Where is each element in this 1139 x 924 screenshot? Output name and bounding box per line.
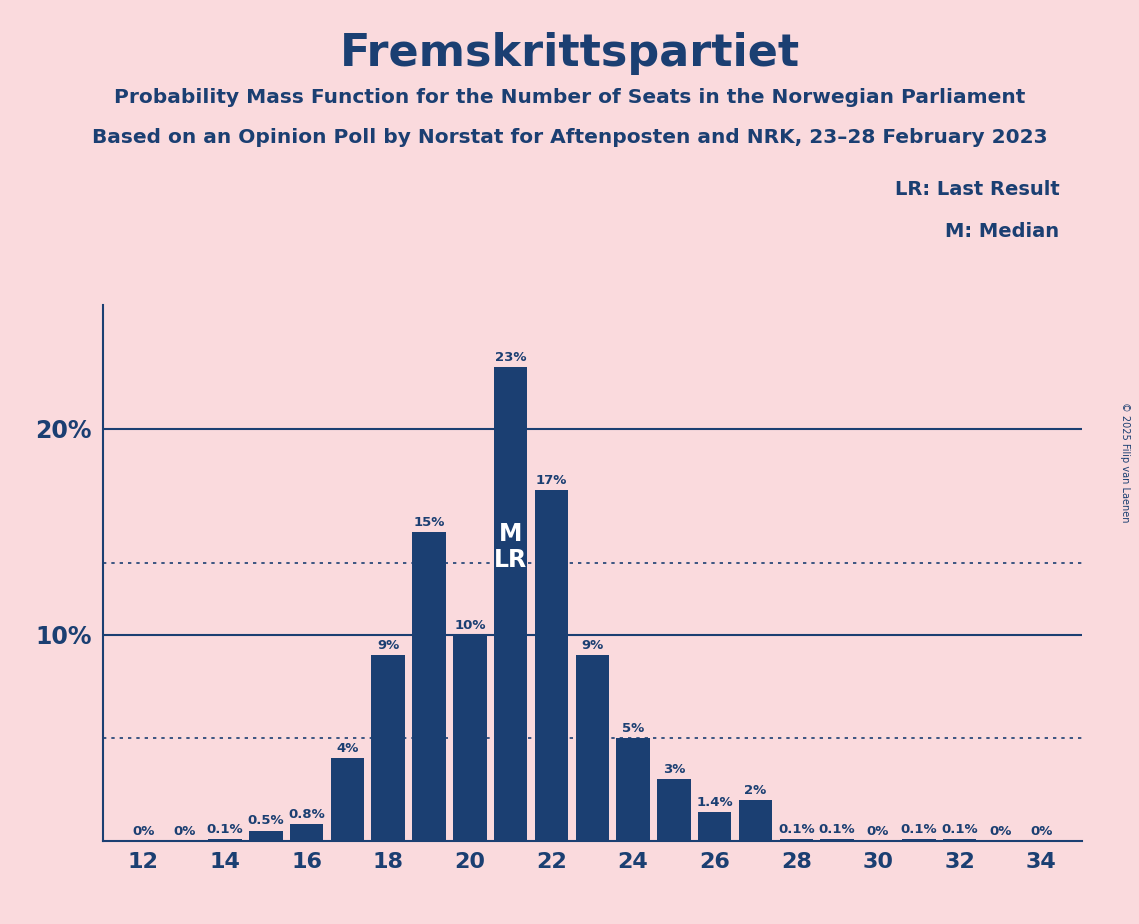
Bar	[330, 759, 364, 841]
Text: 3%: 3%	[663, 763, 685, 776]
Text: 17%: 17%	[535, 474, 567, 487]
Text: M: Median: M: Median	[945, 222, 1059, 241]
Bar	[739, 799, 772, 841]
Bar	[902, 839, 935, 841]
Text: 0%: 0%	[132, 825, 155, 838]
Text: 0%: 0%	[990, 825, 1011, 838]
Text: 0.1%: 0.1%	[901, 822, 937, 835]
Text: Probability Mass Function for the Number of Seats in the Norwegian Parliament: Probability Mass Function for the Number…	[114, 88, 1025, 107]
Text: Based on an Opinion Poll by Norstat for Aftenposten and NRK, 23–28 February 2023: Based on an Opinion Poll by Norstat for …	[91, 128, 1048, 147]
Text: 0%: 0%	[173, 825, 195, 838]
Text: 23%: 23%	[495, 351, 526, 364]
Text: 4%: 4%	[336, 742, 359, 755]
Text: © 2025 Filip van Laenen: © 2025 Filip van Laenen	[1121, 402, 1130, 522]
Bar	[575, 655, 609, 841]
Text: 9%: 9%	[377, 639, 400, 652]
Text: 2%: 2%	[745, 784, 767, 796]
Text: LR: Last Result: LR: Last Result	[894, 180, 1059, 200]
Bar	[698, 812, 731, 841]
Bar	[616, 737, 650, 841]
Bar	[534, 491, 568, 841]
Bar	[943, 839, 976, 841]
Text: M
LR: M LR	[494, 522, 527, 572]
Text: 0.1%: 0.1%	[819, 822, 855, 835]
Text: 5%: 5%	[622, 722, 645, 735]
Bar	[494, 367, 527, 841]
Bar	[249, 831, 282, 841]
Text: 0.5%: 0.5%	[247, 814, 284, 828]
Bar	[208, 839, 241, 841]
Bar	[289, 824, 323, 841]
Text: 9%: 9%	[581, 639, 604, 652]
Bar	[371, 655, 405, 841]
Text: 0.1%: 0.1%	[206, 822, 244, 835]
Text: 0%: 0%	[1030, 825, 1052, 838]
Text: 0.1%: 0.1%	[941, 822, 978, 835]
Bar	[412, 531, 445, 841]
Text: 0.1%: 0.1%	[778, 822, 814, 835]
Bar	[453, 635, 486, 841]
Text: 0.8%: 0.8%	[288, 808, 325, 821]
Bar	[820, 839, 854, 841]
Bar	[657, 779, 690, 841]
Bar	[779, 839, 813, 841]
Text: 15%: 15%	[413, 516, 444, 529]
Text: 10%: 10%	[454, 619, 485, 632]
Text: Fremskrittspartiet: Fremskrittspartiet	[339, 32, 800, 76]
Text: 1.4%: 1.4%	[696, 796, 734, 808]
Text: 0%: 0%	[867, 825, 890, 838]
